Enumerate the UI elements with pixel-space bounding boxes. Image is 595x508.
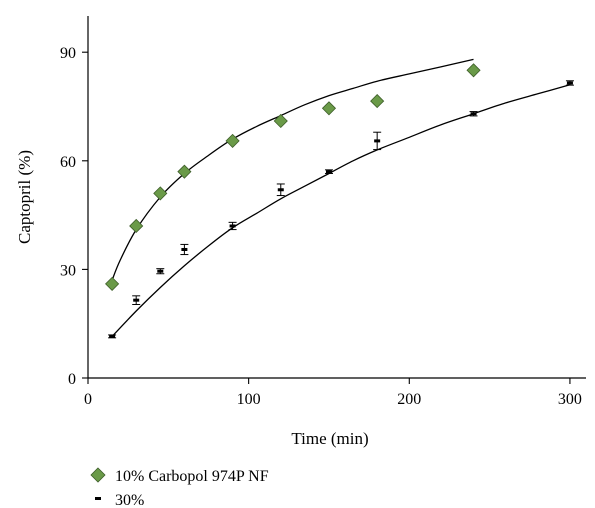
legend: 10% Carbopol 974P NF 30% (90, 467, 269, 508)
data-point-dash (109, 334, 116, 338)
data-point-dash (133, 298, 140, 302)
x-tick-label: 200 (397, 391, 421, 408)
legend-label-30: 30% (115, 492, 144, 508)
fit-curves (111, 58, 571, 337)
plot-area: 0 100 200 300 0 30 60 90 (60, 16, 586, 408)
legend-label-carbopol: 10% Carbopol 974P NF (115, 468, 269, 485)
legend-dash-icon (95, 497, 101, 500)
data-point-dash (277, 188, 284, 192)
data-point-dash (566, 81, 573, 85)
legend-diamond-icon (90, 467, 106, 483)
data-point-diamond (466, 63, 481, 78)
data-point-diamond (321, 101, 337, 116)
data-point-diamond (225, 133, 240, 148)
y-tick-label: 30 (60, 262, 76, 279)
data-point-dash (229, 224, 236, 228)
data-point-diamond (177, 164, 192, 179)
x-axis-ticks: 0 100 200 300 (84, 378, 582, 408)
data-point-diamond (105, 276, 120, 291)
data-point-dash (374, 139, 381, 143)
y-axis-ticks: 0 30 60 90 (60, 45, 88, 388)
y-tick-label: 60 (60, 154, 76, 171)
data-point-diamond (273, 113, 288, 129)
data-point-dash (325, 170, 332, 174)
data-point-diamond (129, 218, 144, 234)
legend-item-30: 30% (95, 492, 144, 508)
data-point-dash (470, 112, 477, 116)
data-point-dash (157, 269, 164, 273)
x-tick-label: 0 (84, 391, 92, 408)
legend-item-carbopol: 10% Carbopol 974P NF (90, 467, 269, 485)
x-tick-label: 300 (558, 391, 582, 408)
data-point-dash (181, 247, 188, 251)
y-axis-title: Captopril (%) (15, 150, 34, 244)
data-points (105, 63, 574, 339)
x-axis-title: Time (min) (291, 429, 368, 448)
x-tick-label: 100 (237, 391, 261, 408)
fit-curve-series-1 (111, 84, 571, 337)
data-point-diamond (370, 94, 385, 109)
y-tick-label: 90 (60, 45, 76, 62)
data-point-diamond (153, 186, 168, 201)
fit-curve-series-0 (111, 58, 474, 281)
y-tick-label: 0 (68, 371, 76, 388)
